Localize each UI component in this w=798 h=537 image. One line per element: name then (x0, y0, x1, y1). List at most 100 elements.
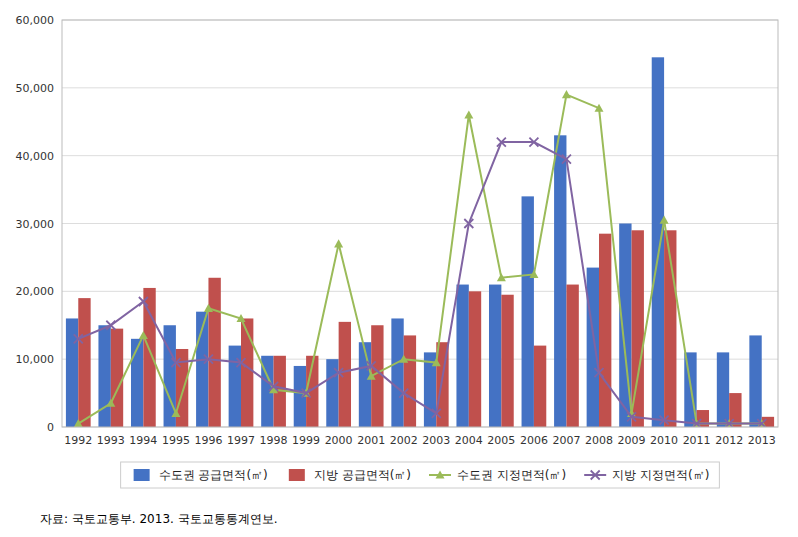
marker (399, 389, 408, 398)
bar (599, 234, 611, 427)
y-tick-label: 40,000 (16, 150, 55, 163)
x-tick-label: 2013 (748, 434, 776, 447)
x-tick-label: 2001 (357, 434, 385, 447)
x-tick-label: 1993 (97, 434, 125, 447)
marker (660, 416, 669, 425)
bar (66, 318, 78, 427)
legend-item: 지방 공급면적(㎡) (289, 468, 411, 482)
x-tick-label: 1998 (260, 434, 288, 447)
marker (595, 368, 604, 377)
marker (660, 216, 669, 224)
marker (302, 389, 311, 398)
x-tick-label: 1996 (194, 434, 222, 447)
marker (497, 138, 506, 147)
marker (139, 331, 148, 339)
legend-swatch (289, 469, 305, 481)
marker (204, 304, 213, 312)
marker (269, 382, 278, 391)
marker (432, 409, 441, 418)
plot-frame (62, 20, 778, 427)
legend-label: 수도권 지정면적(㎡) (457, 468, 566, 482)
x-tick-label: 2007 (552, 434, 580, 447)
marker (74, 334, 83, 343)
bar (566, 285, 578, 427)
bar (164, 325, 176, 427)
legend-item: 지방 지정면적(㎡) (584, 468, 709, 482)
bar (131, 339, 143, 427)
bar (587, 268, 599, 427)
legend-label: 수도권 공급면적(㎡) (159, 468, 268, 482)
x-tick-label: 1997 (227, 434, 255, 447)
bar (522, 196, 534, 427)
bar (469, 291, 481, 427)
legend-swatch (591, 471, 600, 480)
x-axis: 1992199319941995199619971998199920002001… (64, 434, 775, 447)
marker (464, 219, 473, 228)
x-tick-label: 2009 (618, 434, 646, 447)
grid (62, 20, 778, 427)
marker (627, 412, 636, 421)
bar (489, 285, 501, 427)
bar (749, 335, 761, 427)
marker (529, 138, 538, 147)
bar (326, 359, 338, 427)
x-tick-label: 2010 (650, 434, 678, 447)
grid-line (62, 155, 778, 156)
y-tick-label: 30,000 (16, 218, 55, 231)
x-tick-label: 1999 (292, 434, 320, 447)
x-tick-label: 1994 (129, 434, 157, 447)
marker (237, 314, 246, 322)
marker (334, 368, 343, 377)
marker (334, 239, 343, 247)
y-tick-label: 50,000 (16, 82, 55, 95)
marker (74, 419, 83, 427)
marker (757, 419, 766, 427)
marker (399, 355, 408, 363)
grid-line (62, 87, 778, 88)
bar (554, 135, 566, 427)
line-series (74, 138, 766, 427)
marker (562, 90, 571, 98)
x-tick-label: 2012 (715, 434, 743, 447)
marker (725, 419, 734, 427)
marker (497, 273, 506, 281)
bar (456, 285, 468, 427)
legend-label: 지방 공급면적(㎡) (314, 468, 411, 482)
marker (237, 358, 246, 367)
marker (106, 399, 115, 407)
legend-item: 수도권 공급면적(㎡) (134, 468, 268, 482)
y-tick-label: 0 (47, 421, 54, 434)
marker (204, 355, 213, 364)
marker (171, 358, 180, 367)
legend-label: 지방 지정면적(㎡) (612, 468, 709, 482)
plot-area (66, 57, 774, 427)
grid-line (62, 223, 778, 224)
line-series (74, 90, 766, 427)
x-tick-label: 2000 (325, 434, 353, 447)
line (78, 142, 761, 424)
chart: 010,00020,00030,00040,00050,00060,000199… (0, 0, 798, 537)
source-note: 자료: 국토교통부. 2013. 국토교통통계연보. (40, 512, 277, 526)
marker (367, 361, 376, 370)
legend: 수도권 공급면적(㎡) 지방 공급면적(㎡) 수도권 지정면적(㎡) 지방 지정면적(… (121, 462, 720, 488)
x-tick-label: 2002 (390, 434, 418, 447)
x-tick-label: 1992 (64, 434, 92, 447)
bar (78, 298, 90, 427)
marker (139, 297, 148, 306)
x-tick-label: 2006 (520, 434, 548, 447)
marker (692, 419, 701, 427)
line (78, 95, 761, 424)
x-tick-label: 2003 (422, 434, 450, 447)
bar (241, 318, 253, 427)
bar (229, 346, 241, 427)
bar (652, 57, 664, 427)
x-tick-label: 2011 (683, 434, 711, 447)
y-axis: 010,00020,00030,00040,00050,00060,000 (16, 14, 55, 434)
legend-swatch (134, 469, 150, 481)
bar (501, 295, 513, 427)
marker (529, 270, 538, 278)
bar (534, 346, 546, 427)
y-tick-label: 60,000 (16, 14, 55, 27)
bar-series (66, 57, 762, 427)
legend-frame (121, 462, 720, 488)
